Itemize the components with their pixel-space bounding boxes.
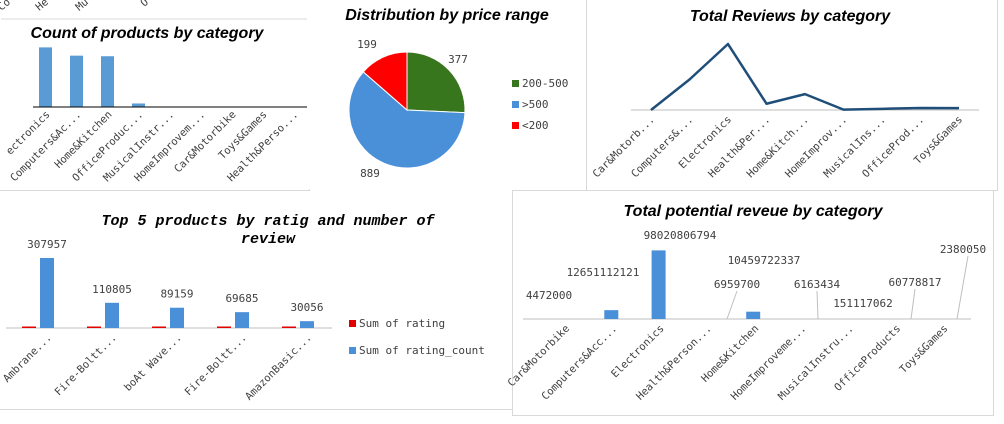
partial-tick-label: Co [0,0,13,13]
leader-line [910,288,916,320]
data-label: 30056 [290,301,323,314]
data-label: 889 [360,167,380,180]
data-label: 60778817 [889,276,942,289]
bar-rating [87,326,101,328]
chart-title: Count of products by category [31,25,265,42]
chart-title-line-1: Top 5 products by ratig and number of [101,213,435,230]
count-chart: Count of products by category Co He Mu Oect… [0,0,307,184]
data-label: 199 [357,38,377,51]
chart-title-line-2: review [241,231,296,248]
partial-tick-label: Mu [74,0,91,13]
x-tick-label: Fire-Boltt... [183,332,250,399]
bar-rating [22,326,36,328]
data-label: 69685 [225,292,258,305]
bar-rating-count [170,307,184,328]
bar-rating-count [105,302,119,328]
legend-label: >500 [522,98,549,111]
bar [132,103,145,107]
bar-rating [217,326,231,328]
price-chart: Distribution by price range 377 889 199 200… [345,7,568,180]
bar-rating [152,326,166,328]
legend-label: Sum of rating [359,317,445,330]
bar-rating-count [235,312,249,328]
data-label: 89159 [160,288,193,301]
bar-rating-count [40,258,54,328]
chart-title: Total potential reveue by category [623,203,883,220]
legend-label: 200-500 [522,77,568,90]
data-label: 6959700 [714,278,760,291]
bar [70,55,83,107]
bar-rating [282,326,296,328]
partial-tick-label: He [34,0,51,13]
pie-slice [348,71,466,169]
data-label: 98020806794 [644,229,717,242]
legend-swatch [349,347,356,354]
data-label: 110805 [92,283,132,296]
data-label: 307957 [27,238,67,251]
legend-swatch [349,320,356,327]
x-tick-label: Ambrane... [1,332,54,385]
bar [39,47,52,107]
revenue-chart-panel: Total potential reveue by category 44720… [506,190,994,416]
chart-title: Distribution by price range [345,7,549,24]
partial-tick-label: O [138,0,151,9]
bar-rating-count [300,321,314,328]
pie-slice [406,51,466,114]
bar [746,311,761,319]
leader-line [816,290,819,320]
chart-title: Total Reviews by category [690,8,891,25]
bar [101,56,114,107]
top5-chart: Top 5 products by ratig and number of re… [1,213,485,403]
x-tick-label: boAt Wave... [122,332,184,394]
reviews-chart: Total Reviews by category Car&Motorb...C… [591,8,979,180]
data-label: 377 [448,53,468,66]
series-line [650,42,960,111]
leader-line [726,290,738,320]
data-label: 2380050 [940,243,986,256]
legend-label: <200 [522,119,549,132]
reviews-chart-panel: Total Reviews by category Car&Motorb... C… [586,0,998,191]
pie-slice [362,51,408,112]
x-tick-label: AmazonBasic... [243,332,314,403]
x-tick-label: Toys&Games [897,323,950,376]
x-tick-label: Fire-Boltt... [53,332,120,399]
legend-swatch [512,80,519,87]
data-label: 12651112121 [567,266,640,279]
leader-line [956,255,969,320]
legend-label: Sum of rating_count [359,344,485,357]
legend-swatch [512,101,519,108]
legend-swatch [512,122,519,129]
price-chart-panel: Distribution by price range 377 889 199 200… [308,0,586,189]
revenue-chart: Total potential reveue by category 44720… [506,203,987,403]
data-label: 151117062 [833,297,893,310]
data-label: 6163434 [794,278,841,291]
data-label: 10459722337 [728,254,801,267]
top5-chart-panel: Top 5 products by ratig and number of re… [0,197,513,410]
bar [604,310,619,319]
data-label: 4472000 [526,289,572,302]
bar [651,250,666,319]
